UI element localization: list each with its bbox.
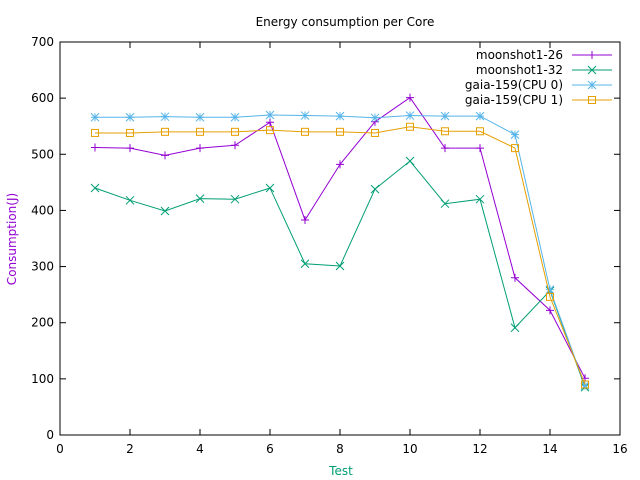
data-point <box>475 194 485 204</box>
data-point <box>511 144 519 153</box>
data-point <box>91 128 99 137</box>
data-point <box>90 112 100 122</box>
data-point <box>510 323 520 333</box>
data-point <box>196 127 204 136</box>
data-point <box>160 206 170 216</box>
data-point <box>546 306 554 315</box>
data-point <box>125 195 135 205</box>
series-line <box>94 96 586 379</box>
data-point <box>580 381 590 390</box>
data-point <box>371 128 379 137</box>
data-point <box>335 261 345 271</box>
x-tick-label: 2 <box>126 442 134 456</box>
data-point <box>161 127 169 136</box>
data-point <box>265 183 275 193</box>
legend-label: gaia-159(CPU 0) <box>465 78 563 92</box>
x-tick-label: 4 <box>196 442 204 456</box>
x-tick-label: 14 <box>542 442 557 456</box>
y-tick-label: 100 <box>31 372 54 386</box>
data-point <box>90 183 100 193</box>
y-tick-label: 200 <box>31 316 54 330</box>
series-gaia-159-cpu-0- <box>90 110 590 390</box>
series-moonshot1-32 <box>90 156 590 392</box>
x-tick-label: 12 <box>472 442 487 456</box>
series-layer <box>90 93 590 392</box>
data-point <box>160 112 170 122</box>
data-point <box>370 113 380 123</box>
data-point <box>230 112 240 122</box>
y-tick-label: 600 <box>31 91 54 105</box>
data-point <box>440 199 450 209</box>
plot-axes: 0 2 4 6 8 10 12 14 16 0 100 200 300 400 500 600 700 <box>31 35 628 456</box>
data-point <box>266 126 274 135</box>
chart-title: Energy consumption per Core <box>256 15 435 29</box>
data-point <box>126 144 134 153</box>
legend-label: moonshot1-26 <box>476 48 563 62</box>
data-point <box>336 127 344 136</box>
data-point <box>406 93 414 102</box>
series-line <box>95 126 586 385</box>
y-tick-label: 0 <box>46 428 54 442</box>
data-point <box>475 111 485 121</box>
data-point <box>476 127 484 136</box>
data-point <box>441 127 449 136</box>
data-point <box>335 111 345 121</box>
legend-marker <box>587 80 597 90</box>
data-point <box>301 215 309 224</box>
data-point <box>230 194 240 204</box>
data-point <box>125 112 135 122</box>
y-tick-label: 500 <box>31 147 54 161</box>
data-point <box>91 143 99 152</box>
data-point <box>195 112 205 122</box>
data-point <box>511 273 519 282</box>
data-point <box>406 122 414 131</box>
data-point <box>300 259 310 269</box>
series-moonshot1-26 <box>91 93 589 383</box>
data-point <box>405 156 415 166</box>
y-axis-label: Consumption(J) <box>5 193 19 285</box>
x-axis-label: Test <box>328 464 353 478</box>
legend-marker <box>588 96 596 104</box>
x-tick-label: 0 <box>56 442 64 456</box>
legend-label: gaia-159(CPU 1) <box>465 93 563 107</box>
data-point <box>301 127 309 136</box>
data-point <box>336 160 344 169</box>
data-point <box>266 118 274 127</box>
y-tick-label: 400 <box>31 203 54 217</box>
data-point <box>231 141 239 150</box>
legend-marker <box>587 65 597 75</box>
data-point <box>546 292 554 301</box>
data-point <box>300 111 310 120</box>
data-point <box>476 144 484 153</box>
data-point <box>441 144 449 153</box>
series-gaia-159-cpu-1- <box>91 122 589 389</box>
data-point <box>161 151 169 160</box>
x-tick-label: 16 <box>612 442 627 456</box>
y-tick-label: 300 <box>31 260 54 274</box>
data-point <box>405 111 415 120</box>
data-point <box>510 130 520 139</box>
x-tick-label: 8 <box>336 442 344 456</box>
x-tick-label: 6 <box>266 442 274 456</box>
data-point <box>231 127 239 136</box>
data-point <box>440 111 450 121</box>
data-point <box>195 194 205 203</box>
data-point <box>545 285 555 294</box>
legend-marker <box>588 51 596 59</box>
y-tick-label: 700 <box>31 35 54 49</box>
data-point <box>370 184 380 194</box>
data-point <box>196 144 204 153</box>
data-point <box>581 380 589 389</box>
data-point <box>126 128 134 137</box>
data-point <box>265 110 275 120</box>
series-line <box>94 160 586 388</box>
x-tick-label: 10 <box>402 442 417 456</box>
legend-label: moonshot1-32 <box>476 63 563 77</box>
